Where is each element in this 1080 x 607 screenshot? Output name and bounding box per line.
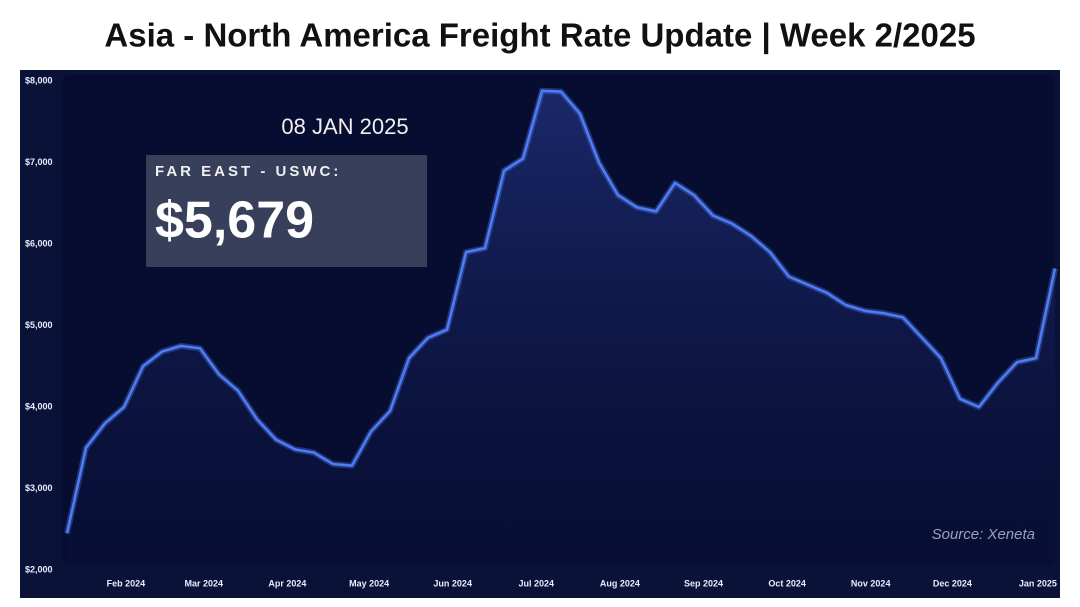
x-tick-label: Sep 2024 (684, 578, 723, 588)
x-tick-label: May 2024 (349, 578, 389, 588)
y-tick-label: $4,000 (25, 401, 53, 411)
y-tick-label: $3,000 (25, 483, 53, 493)
date-label: 08 JAN 2025 (281, 114, 408, 139)
x-tick-label: Apr 2024 (268, 578, 306, 588)
x-tick-label: Jun 2024 (433, 578, 472, 588)
y-tick-label: $6,000 (25, 238, 53, 248)
source-label: Source: Xeneta (932, 526, 1035, 543)
y-tick-label: $8,000 (25, 75, 53, 85)
chart-title: Asia - North America Freight Rate Update… (104, 17, 975, 54)
area (67, 90, 1055, 570)
annotation-box (146, 155, 427, 267)
rate-label: $5,679 (155, 192, 314, 250)
x-tick-label: Oct 2024 (768, 578, 806, 588)
x-tick-label: Dec 2024 (933, 578, 972, 588)
x-tick-label: Jul 2024 (519, 578, 555, 588)
y-tick-label: $2,000 (25, 564, 53, 574)
x-tick-label: Mar 2024 (185, 578, 224, 588)
line (65, 89, 1057, 534)
x-tick-label: Feb 2024 (107, 578, 146, 588)
x-tick-label: Jan 2025 (1019, 578, 1057, 588)
route-label: FAR EAST - USWC: (155, 163, 341, 180)
x-tick-label: Aug 2024 (600, 578, 640, 588)
x-tick-label: Nov 2024 (851, 578, 891, 588)
y-tick-label: $5,000 (25, 320, 53, 330)
y-tick-label: $7,000 (25, 157, 53, 167)
